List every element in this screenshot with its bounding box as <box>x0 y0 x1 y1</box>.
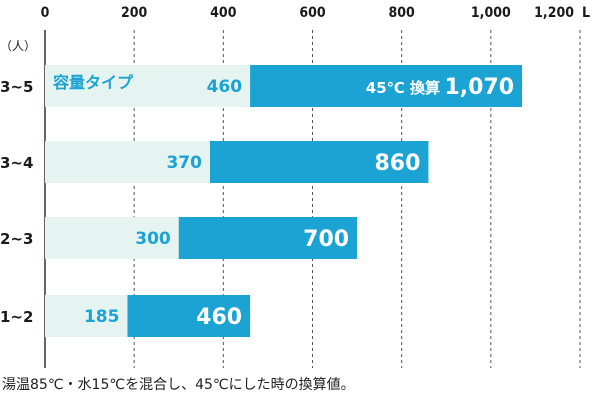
x-tick-label: 1,200 <box>534 5 574 21</box>
x-tick-label: 600 <box>299 5 326 21</box>
category-label: 3~4 <box>0 154 33 172</box>
capacity-type-tag: 容量タイプ <box>52 73 134 92</box>
category-label: 1~2 <box>0 308 33 326</box>
bar-capacity-label: 185 <box>84 307 120 327</box>
x-tick-label: 800 <box>389 5 416 21</box>
x-tick-label: 1,000 <box>471 5 511 21</box>
footnote: 湯温85℃・水15℃を混合し、45℃にした時の換算値。 <box>2 377 355 393</box>
x-axis-unit: L <box>582 5 590 21</box>
x-tick-label: 200 <box>121 5 148 21</box>
bar-converted-label: 460 <box>196 305 242 330</box>
x-tick-label: 0 <box>41 5 50 21</box>
bar-capacity-label: 370 <box>166 153 202 173</box>
x-tick-label: 400 <box>210 5 237 21</box>
bar-converted-label: 1,070 <box>444 75 514 100</box>
bar-capacity <box>45 217 179 259</box>
bar-converted-label: 860 <box>374 151 420 176</box>
conversion-tag: 45℃ 換算 <box>366 79 440 97</box>
bar-capacity <box>45 65 251 107</box>
category-label: 3~5 <box>0 78 33 96</box>
bar-converted-label: 700 <box>303 227 349 252</box>
category-label: 2~3 <box>0 230 33 248</box>
bar-capacity <box>45 295 128 337</box>
y-axis-unit: （人） <box>0 39 36 53</box>
bar-capacity <box>45 141 210 183</box>
bar-capacity-label: 460 <box>207 77 243 97</box>
bar-capacity-label: 300 <box>135 229 171 249</box>
